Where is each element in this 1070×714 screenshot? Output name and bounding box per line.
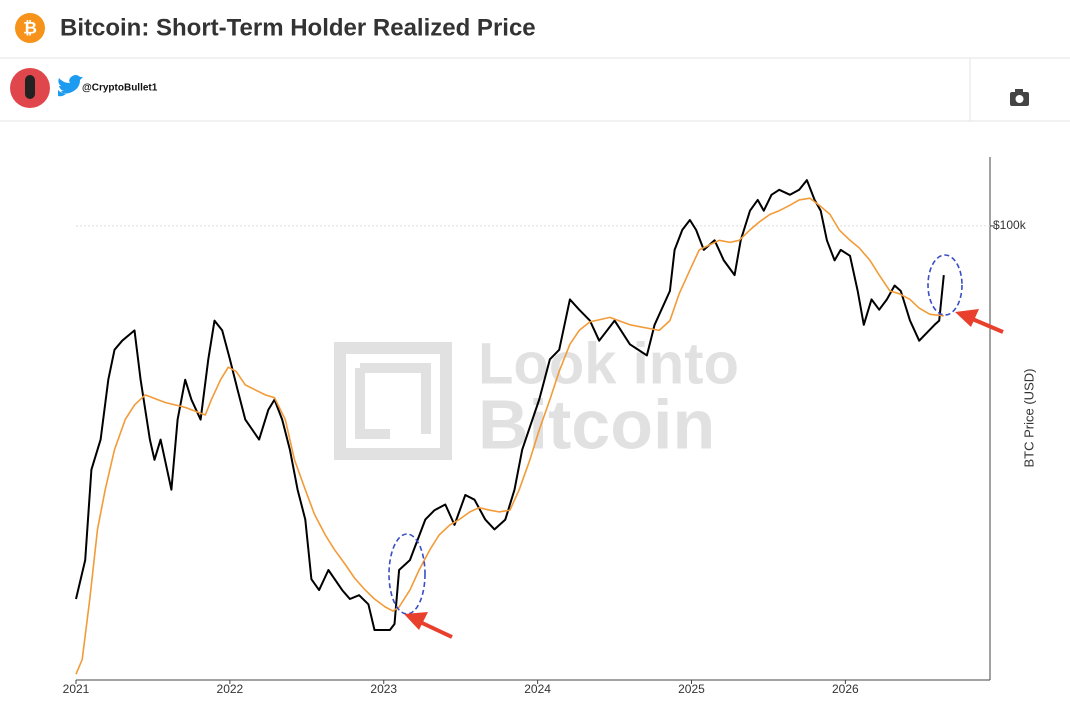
camera-top bbox=[1015, 89, 1023, 93]
x-tick-label: 2025 bbox=[678, 682, 705, 696]
camera-lens bbox=[1015, 95, 1024, 103]
arrow-shaft bbox=[969, 316, 1004, 334]
bitcoin-icon bbox=[15, 13, 45, 43]
series-line bbox=[75, 179, 945, 631]
watermark-text: Bitcoin bbox=[478, 385, 715, 463]
arrow-shaft bbox=[419, 620, 453, 639]
avatar-figure bbox=[25, 75, 35, 99]
page-title: Bitcoin: Short-Term Holder Realized Pric… bbox=[60, 14, 536, 41]
watermark-logo bbox=[334, 342, 452, 460]
arrow-head bbox=[404, 612, 428, 630]
x-tick-label: 2026 bbox=[832, 682, 859, 696]
highlight-ellipse bbox=[927, 254, 963, 316]
arrow bbox=[955, 309, 1004, 334]
bitcoin-icon-glyph: ₿ bbox=[23, 18, 37, 37]
plot: $100k 2021 2022 2023 2024 2025 2026 bbox=[63, 157, 1027, 696]
watermark-logo bbox=[355, 363, 431, 439]
twitter-icon[interactable] bbox=[58, 75, 83, 97]
x-tick-label: 2022 bbox=[217, 682, 244, 696]
watermark: Look into Bitcoin bbox=[334, 331, 739, 463]
camera-button[interactable] bbox=[1010, 89, 1029, 106]
watermark-text: Look into bbox=[478, 331, 739, 396]
handle[interactable]: @CryptoBullet1 bbox=[82, 83, 158, 94]
x-tick-label: 2023 bbox=[370, 682, 397, 696]
x-tick-label: 2021 bbox=[63, 682, 90, 696]
highlight-ellipse bbox=[388, 533, 426, 615]
series-line bbox=[75, 197, 944, 675]
y-axis-label: BTC Price (USD) bbox=[1021, 369, 1036, 468]
y-tick-label: $100k bbox=[993, 218, 1027, 232]
x-tick-label: 2024 bbox=[524, 682, 551, 696]
arrow-head bbox=[955, 309, 979, 327]
arrow bbox=[404, 612, 453, 639]
